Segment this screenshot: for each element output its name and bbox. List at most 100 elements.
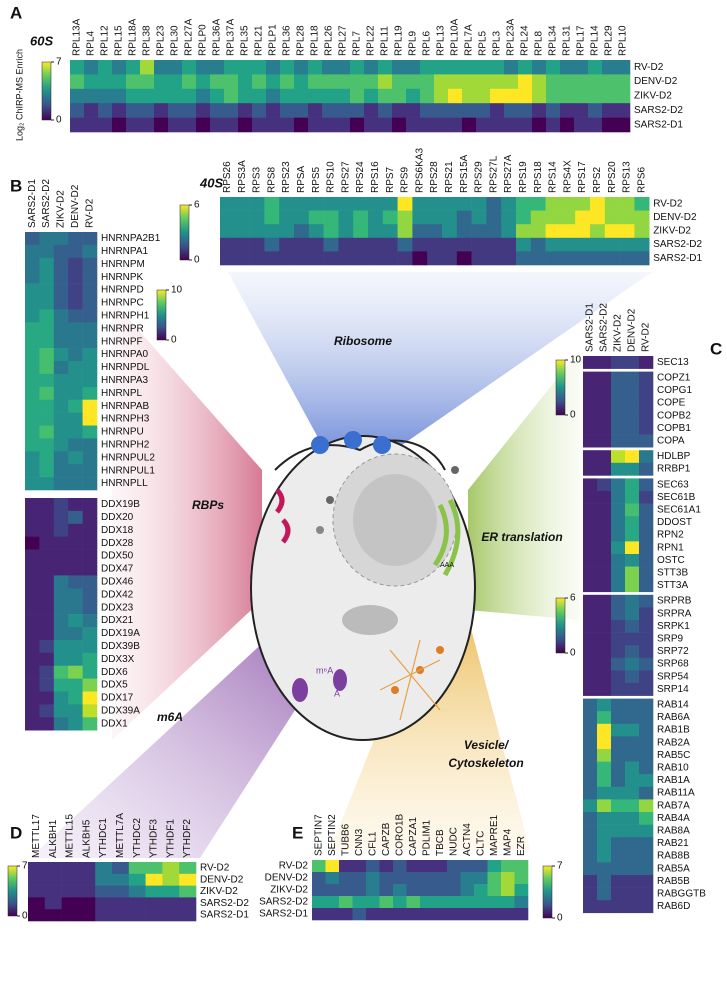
- cell: [392, 88, 407, 104]
- cell: [145, 909, 163, 922]
- cell: [25, 296, 40, 310]
- cell: [406, 896, 421, 909]
- cell: [82, 601, 98, 615]
- cell: [501, 197, 517, 211]
- cell: [516, 237, 532, 252]
- cell: [583, 409, 598, 423]
- colorbar-tick-label: 0: [194, 255, 200, 266]
- cell: [336, 88, 351, 104]
- cell: [420, 908, 434, 921]
- column-label: RPL21: [254, 25, 265, 56]
- column-label: RPS2: [592, 166, 603, 193]
- cell: [625, 434, 640, 448]
- cell: [611, 503, 626, 517]
- row-label: RPN1: [657, 542, 684, 553]
- row-label: SRP9: [657, 634, 684, 645]
- cell: [352, 908, 367, 921]
- cell: [625, 450, 640, 464]
- cell: [252, 74, 267, 90]
- cell: [234, 197, 250, 211]
- column-label: SARS2-D2: [41, 179, 52, 228]
- cell: [625, 670, 640, 684]
- cell: [68, 691, 83, 705]
- cell: [611, 849, 626, 863]
- cell: [462, 117, 477, 133]
- column-label: RPL12: [100, 25, 111, 56]
- cell: [575, 210, 591, 225]
- column-label: TBCB: [435, 829, 446, 856]
- cell: [487, 884, 502, 897]
- heatmap: [583, 356, 654, 914]
- row-label: DENV-D2: [653, 212, 697, 223]
- column-label: RPL6: [422, 31, 433, 56]
- cell: [583, 723, 598, 737]
- cell: [210, 60, 225, 75]
- category-label: Cytoskeleton: [448, 756, 523, 770]
- cell: [474, 908, 488, 921]
- cell: [39, 704, 55, 718]
- cell: [145, 885, 163, 898]
- cell: [575, 197, 591, 211]
- row-label: HNRNPH1: [101, 310, 150, 321]
- cell: [82, 523, 98, 537]
- cell: [44, 873, 62, 886]
- heatmap: [25, 232, 98, 731]
- cell: [486, 237, 502, 252]
- cell: [597, 837, 612, 851]
- cell: [516, 197, 532, 211]
- cell: [611, 554, 626, 567]
- cell: [238, 74, 253, 90]
- cell: [352, 860, 367, 873]
- cell: [487, 908, 502, 921]
- cell: [639, 786, 654, 800]
- column-label: RPL37A: [226, 18, 237, 56]
- cell: [266, 60, 281, 75]
- row-label: HDLBP: [657, 451, 691, 462]
- cell: [25, 652, 40, 666]
- column-label: TUBB6: [340, 823, 351, 856]
- cell: [128, 909, 146, 922]
- cell: [39, 373, 55, 388]
- cell: [487, 860, 502, 873]
- cell: [625, 774, 640, 788]
- cell: [575, 251, 591, 266]
- cell: [249, 197, 265, 211]
- cell: [427, 224, 443, 239]
- category-label: Vesicle/: [464, 738, 510, 752]
- cell: [182, 60, 197, 75]
- column-label: RPL10A: [450, 18, 461, 56]
- cell: [382, 224, 398, 239]
- cell: [53, 244, 69, 259]
- cell: [412, 224, 428, 239]
- cell: [597, 462, 612, 476]
- cell: [39, 652, 55, 666]
- cell: [182, 103, 197, 118]
- cell: [471, 197, 487, 211]
- cell: [397, 197, 413, 211]
- cell: [625, 607, 640, 621]
- cell: [61, 897, 79, 910]
- row-label: RAB10: [657, 763, 689, 774]
- cell: [434, 74, 449, 90]
- cell: [393, 860, 407, 873]
- cell: [68, 361, 83, 375]
- cell: [545, 197, 561, 211]
- row-label: RAB4A: [657, 813, 690, 824]
- cell: [53, 257, 69, 271]
- cell: [68, 601, 83, 615]
- cell: [639, 541, 654, 555]
- cell: [25, 399, 40, 413]
- cell: [25, 244, 40, 259]
- cell: [597, 566, 612, 580]
- cell: [583, 450, 598, 464]
- cell: [53, 704, 69, 718]
- cell: [53, 614, 69, 628]
- cell: [639, 900, 654, 914]
- cell: [611, 698, 626, 712]
- row-label: RAB1A: [657, 775, 690, 786]
- category-label: Ribosome: [334, 334, 392, 348]
- column-label: CNN3: [354, 828, 365, 856]
- cell: [82, 627, 98, 641]
- column-label: RPL36: [282, 25, 293, 56]
- cell: [70, 88, 85, 104]
